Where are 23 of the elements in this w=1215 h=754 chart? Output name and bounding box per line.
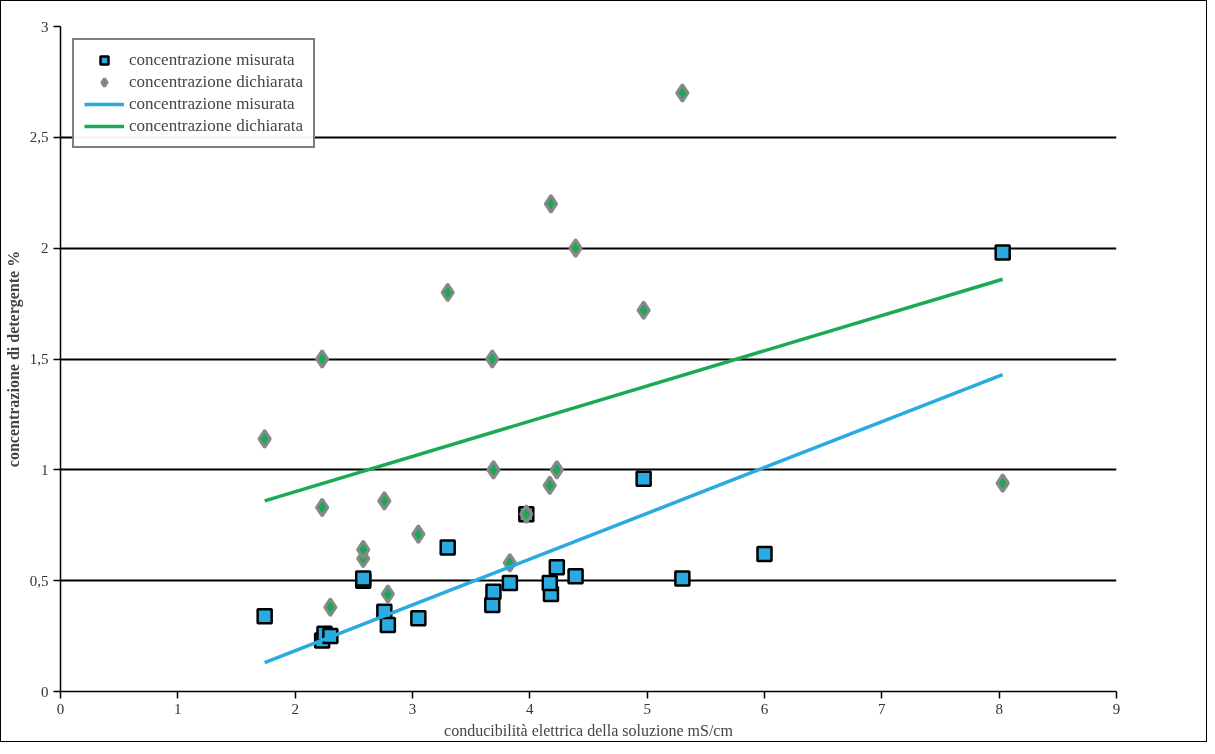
x-tick-label: 6 <box>760 700 769 717</box>
legend-label: concentrazione dichiarata <box>129 72 304 92</box>
x-tick-label: 0 <box>56 700 65 717</box>
y-axis-title: concentrazione di detergente % <box>4 250 23 468</box>
y-tick-label: 0 <box>41 683 49 700</box>
y-tick-label: 0,5 <box>29 572 49 589</box>
x-tick-label: 3 <box>408 700 417 717</box>
x-tick-label: 5 <box>643 700 651 717</box>
legend-label: concentrazione dichiarata <box>129 116 304 136</box>
x-tick-label: 1 <box>174 700 182 717</box>
x-tick-label: 2 <box>291 700 299 717</box>
y-tick-label: 1,5 <box>29 351 49 367</box>
x-tick-label: 8 <box>995 700 1003 717</box>
legend-label: concentrazione misurata <box>129 50 295 70</box>
x-axis-title: conducibilità elettrica della soluzione mS/cm <box>444 721 734 739</box>
y-tick-label: 2,5 <box>29 129 49 146</box>
x-tick-label: 4 <box>526 700 535 717</box>
x-tick-label: 9 <box>1112 700 1121 717</box>
y-tick-label: 3 <box>41 18 49 35</box>
y-tick-label: 1 <box>41 461 49 478</box>
x-tick-label: 7 <box>878 700 887 717</box>
legend-label: concentrazione misurata <box>129 94 295 114</box>
y-tick-label: 2 <box>41 240 49 257</box>
